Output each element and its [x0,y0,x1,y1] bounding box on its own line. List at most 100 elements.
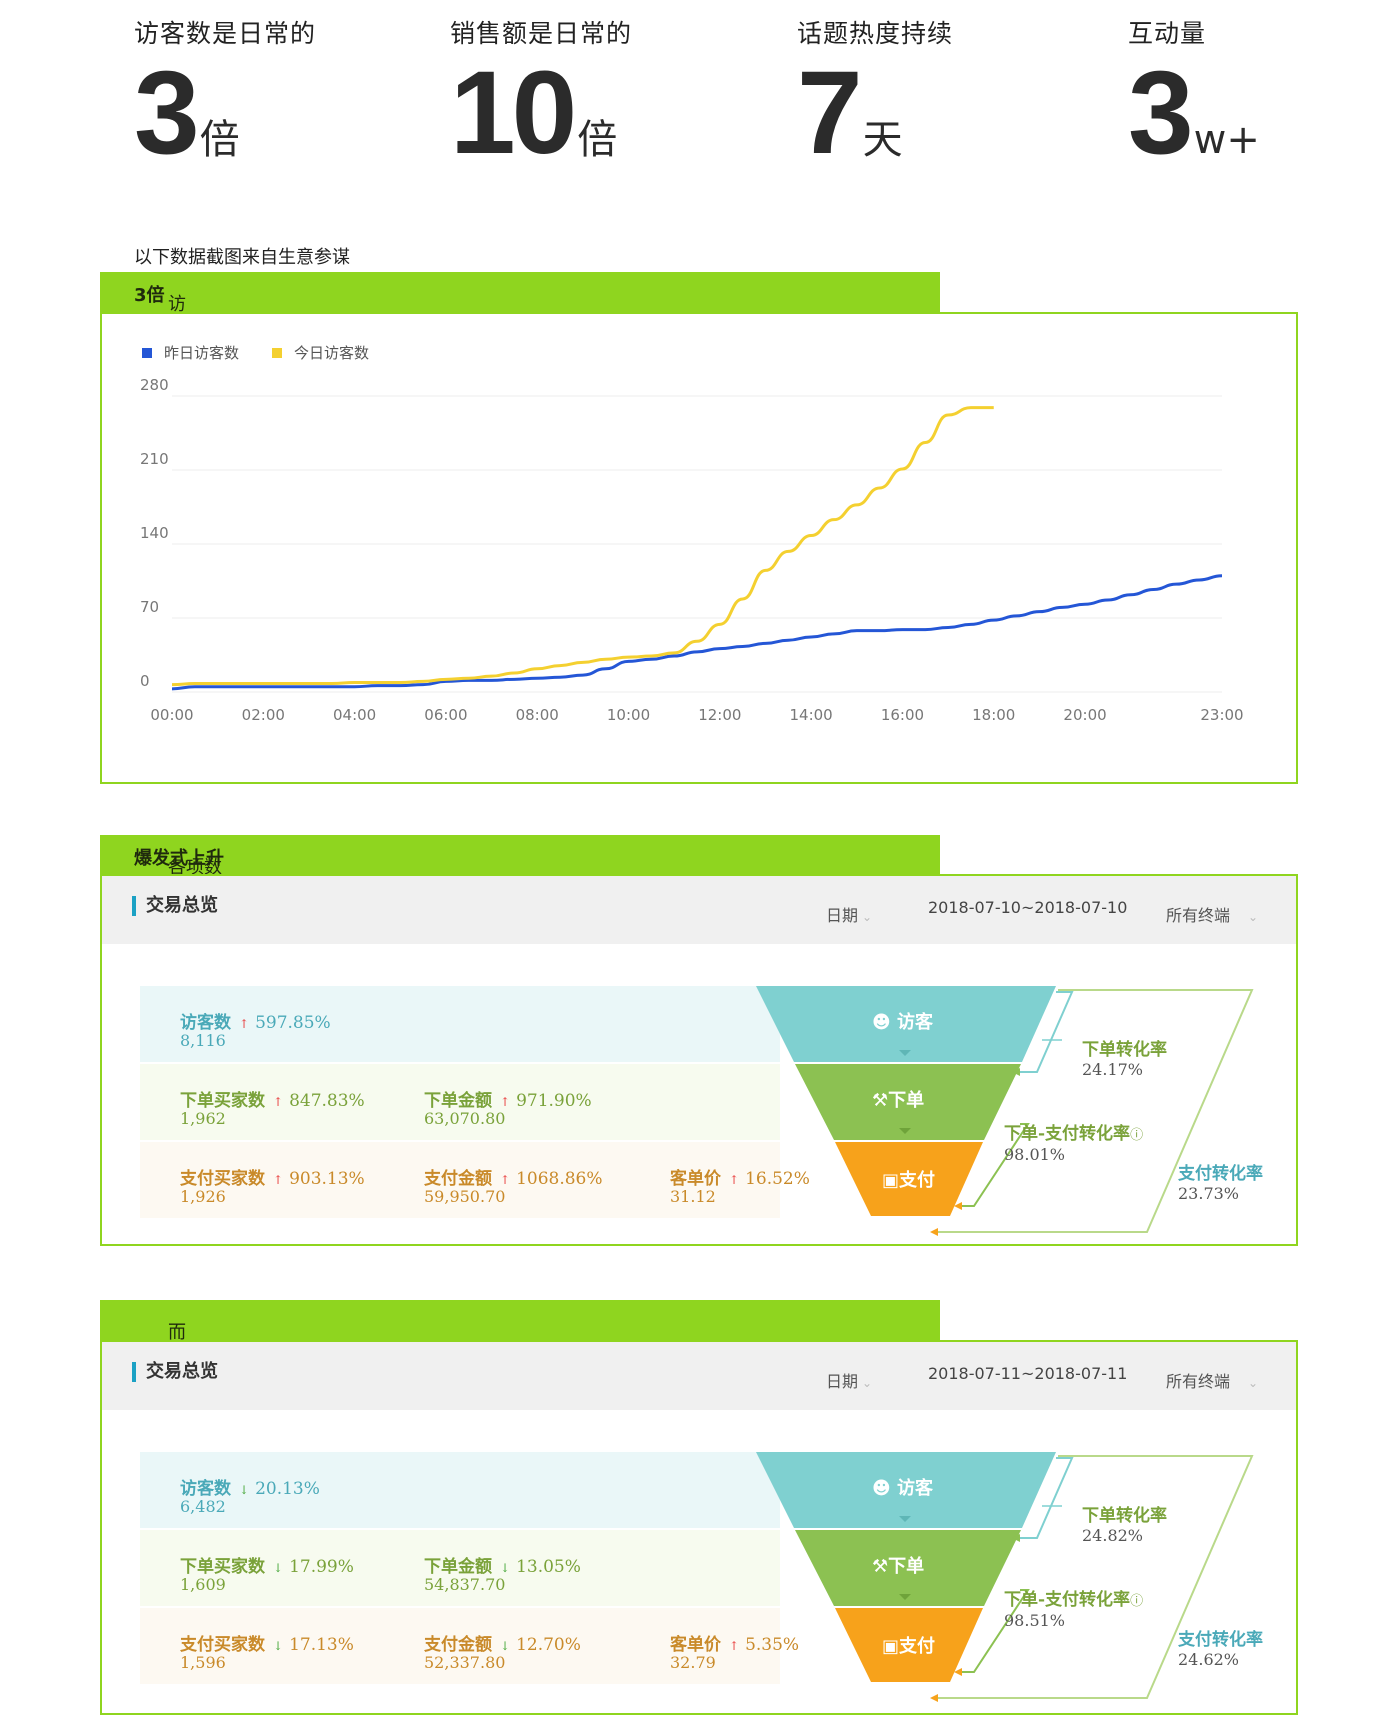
metric-pay-buyers: 支付买家数 ↓ 17.13% 1,596 [180,1635,354,1672]
legend-label: 今日访客数 [294,344,369,362]
stat-number: 3 [1128,47,1194,179]
stat-interactions: 互动量 3 w+ [1128,14,1260,172]
funnel-visit-label: ☻ 访客 [872,1012,934,1033]
rate-order-pay: 下单-支付转化率ⓘ 98.51% [1004,1590,1144,1631]
connector-order-rate [1020,991,1074,1073]
overview-header: 交易总览 日期 ⌄ 2018-07-11~2018-07-11 所有终端 ⌄ [102,1342,1296,1410]
funnel-order-segment [795,1530,1021,1606]
connector-pay-rate [938,989,1254,1233]
metric-visitors: 访客数 ↓ 20.13% 6,482 [180,1479,320,1516]
funnel-visit-label: ☻ 访客 [872,1478,934,1499]
metric-order-buyers: 下单买家数 ↑ 847.83% 1,962 [180,1091,365,1128]
arrow-up-icon: ↑ [500,1095,511,1109]
metric-pay-buyers: 支付买家数 ↑ 903.13% 1,926 [180,1169,365,1206]
overview-body: 访客数 ↑ 597.85% 8,116 下单买家数 ↑ 847.83% 1,962 下单… [102,944,1296,1244]
date-dropdown[interactable]: 日期 ⌄ [826,906,873,925]
funnel-pay-segment [835,1608,983,1682]
stat-label: 销售额是日常的 [450,19,633,48]
x-tick-label: 23:00 [1200,706,1243,724]
arrow-up-icon: ↑ [239,1017,250,1031]
section-bar-2: 各项数据均呈现爆发式上升 [100,835,940,930]
terminal-dropdown[interactable]: 所有终端 ⌄ [1166,1372,1259,1391]
overview-header: 交易总览 日期 ⌄ 2018-07-10~2018-07-10 所有终端 ⌄ [102,876,1296,944]
stat-label: 互动量 [1128,19,1207,48]
date-dropdown[interactable]: 日期 ⌄ [826,1372,873,1391]
series-line-today [171,406,994,687]
row-payments [140,1608,780,1684]
stat-label: 话题热度持续 [797,19,954,48]
funnel-pay-segment [835,1142,983,1216]
metric-order-amount: 下单金额 ↑ 971.90% 63,070.80 [424,1091,592,1128]
row-orders [140,1064,780,1140]
arrow-down-icon: ↓ [239,1483,250,1497]
help-icon[interactable]: ⓘ [1130,1594,1144,1609]
metric-visitors: 访客数 ↑ 597.85% 8,116 [180,1013,331,1050]
funnel-order-label: ⚒下单 [872,1556,925,1577]
stat-unit: 天 [862,117,903,163]
chevron-down-icon: ⌄ [1248,1376,1259,1390]
stat-number: 10 [450,47,577,179]
legend-swatch [142,348,152,358]
rate-order: 下单转化率 24.17% [1082,1040,1167,1080]
arrow-up-icon: ↑ [273,1173,284,1187]
chevron-down-icon: ⌄ [862,910,873,924]
section-bar-1: 访客数大幅度提升至原来的3倍 [100,272,940,601]
chart-frame: 昨日访客数 今日访客数 0 70 140 210 280 00:00 02:00 04:00 06:… [100,312,1298,784]
x-tick-label: 02:00 [242,706,285,724]
stat-number: 3 [134,47,200,179]
funnel-order-segment [795,1064,1021,1140]
metric-order-amount: 下单金额 ↓ 13.05% 54,837.70 [424,1557,581,1594]
stat-number: 7 [797,47,863,179]
rate-order: 下单转化率 24.82% [1082,1506,1167,1546]
arrow-up-icon: ↑ [729,1639,740,1653]
funnel-pay-label: ▣支付 [882,1636,936,1657]
hammer-icon: ⚒ [872,1556,889,1577]
arrow-up-icon: ↑ [273,1095,284,1109]
x-tick-label: 00:00 [150,706,193,724]
funnel-order-label: ⚒下单 [872,1090,925,1111]
chevron-down-icon: ⌄ [1248,910,1259,924]
arrow-down-icon: ↓ [273,1639,284,1653]
date-range-value[interactable]: 2018-07-11~2018-07-11 [928,1364,1128,1383]
connector-order-rate [1020,1457,1074,1539]
section-bar-3: 而后7天数据一直趋于稳定 [100,1300,940,1624]
stat-label: 访客数是日常的 [134,19,317,48]
y-tick-label: 70 [140,598,159,616]
date-range-value[interactable]: 2018-07-10~2018-07-10 [928,898,1128,917]
x-tick-label: 04:00 [333,706,376,724]
overview-body: 访客数 ↓ 20.13% 6,482 下单买家数 ↓ 17.99% 1,609 下单金额… [102,1410,1296,1713]
x-tick-label: 20:00 [1063,706,1106,724]
x-tick-label: 10:00 [607,706,650,724]
section-title: 访客数大幅度提升至原来的3倍 [134,285,186,601]
funnel-visit-segment [756,986,1056,1062]
metric-unit-price: 客单价 ↑ 16.52% 31.12 [670,1169,810,1206]
source-note: 以下数据截图来自生意参谋 [134,247,350,268]
arrow-up-icon: ↑ [500,1173,511,1187]
terminal-dropdown[interactable]: 所有终端 ⌄ [1166,906,1259,925]
overview-panel-1: 交易总览 日期 ⌄ 2018-07-10~2018-07-10 所有终端 ⌄ 访客数… [100,874,1298,1246]
wallet-icon: ▣ [882,1636,900,1657]
row-visitors [140,986,780,1062]
rate-pay: 支付转化率 23.73% [1178,1164,1263,1204]
row-payments [140,1142,780,1218]
legend-label: 昨日访客数 [164,344,239,362]
overview-panel-2: 交易总览 日期 ⌄ 2018-07-11~2018-07-11 所有终端 ⌄ 访客数… [100,1340,1298,1715]
stat-unit: 倍 [199,117,240,163]
metric-unit-price: 客单价 ↑ 5.35% 32.79 [670,1635,800,1672]
x-tick-label: 16:00 [881,706,924,724]
help-icon[interactable]: ⓘ [1130,1128,1144,1143]
row-orders [140,1530,780,1606]
overview-title: 交易总览 [132,896,218,916]
metric-pay-amount: 支付金额 ↑ 1068.86% 59,950.70 [424,1169,603,1206]
legend-swatch [272,348,282,358]
y-tick-label: 0 [140,672,150,690]
rate-pay: 支付转化率 24.62% [1178,1630,1263,1670]
user-icon: ☻ [872,1012,891,1033]
arrow-down-icon: ↓ [500,1639,511,1653]
metric-order-buyers: 下单买家数 ↓ 17.99% 1,609 [180,1557,354,1594]
user-icon: ☻ [872,1478,891,1499]
connector-order-pay-rate [962,1589,1030,1673]
row-visitors [140,1452,780,1528]
wallet-icon: ▣ [882,1170,900,1191]
